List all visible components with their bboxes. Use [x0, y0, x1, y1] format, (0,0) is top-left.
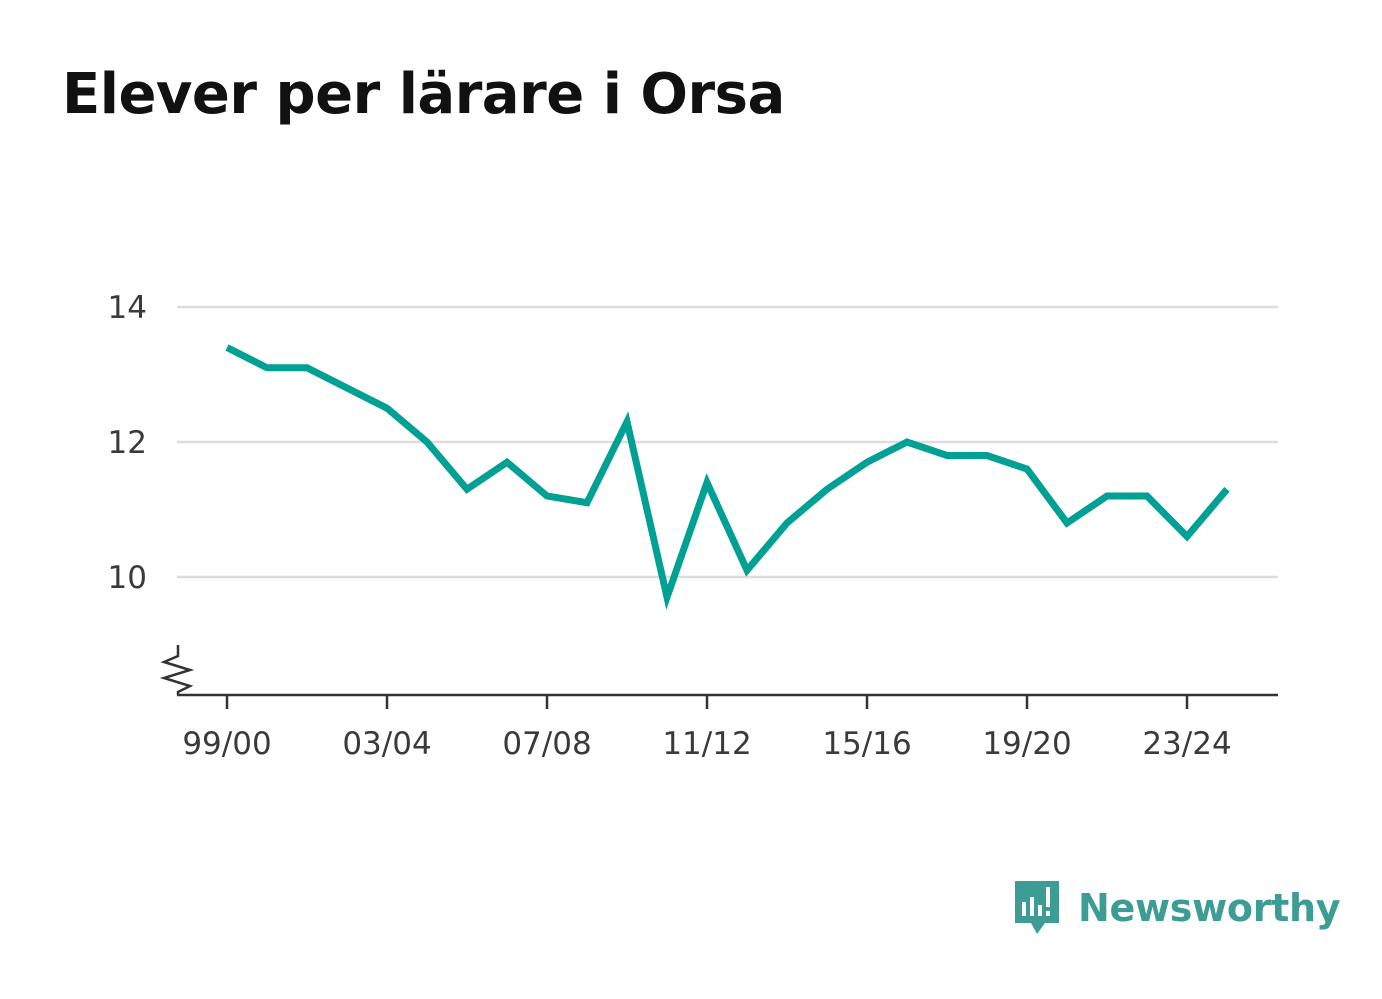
- chart-title: Elever per lärare i Orsa: [62, 62, 785, 127]
- data-point-00/01: [264, 365, 270, 371]
- data-point-21/22: [1104, 493, 1110, 499]
- data-point-23/24: [1184, 534, 1190, 540]
- data-point-20/21: [1064, 520, 1070, 526]
- x-tick-label-23/24: 23/24: [1142, 726, 1231, 762]
- data-point-05/06: [464, 486, 470, 492]
- y-tick-label-14: 14: [108, 290, 147, 326]
- grid-lines: [177, 305, 1278, 579]
- data-point-12/13: [744, 567, 750, 573]
- data-point-22/23: [1144, 493, 1150, 499]
- data-point-08/09: [584, 500, 590, 506]
- y-tick-label-10: 10: [108, 560, 147, 596]
- data-point-06/07: [504, 459, 510, 465]
- data-point-07/08: [544, 493, 550, 499]
- data-point-03/04: [384, 405, 390, 411]
- x-tick-label-11/12: 11/12: [662, 726, 751, 762]
- x-tick-label-15/16: 15/16: [822, 726, 911, 762]
- x-tick-label-19/20: 19/20: [982, 726, 1071, 762]
- series-line: [225, 344, 1230, 610]
- data-point-02/03: [344, 385, 350, 391]
- x-tick-label-03/04: 03/04: [342, 726, 431, 762]
- y-tick-label-12: 12: [108, 425, 147, 461]
- brand-name: Newsworthy: [1078, 886, 1341, 930]
- data-point-16/17: [904, 439, 910, 445]
- x-axis-ticks: 99/00 03/04 07/08 11/12 15/16 19/20 23/24: [182, 695, 1232, 762]
- y-axis-break-icon: [159, 645, 195, 695]
- newsworthy-logo: Newsworthy: [1012, 878, 1341, 938]
- data-point-09/10: [624, 419, 630, 425]
- data-point-19/20: [1024, 466, 1030, 472]
- data-point-17/18: [944, 453, 950, 459]
- data-point-13/14: [784, 520, 790, 526]
- x-tick-label-07/08: 07/08: [502, 726, 591, 762]
- series-layer: [224, 344, 1230, 610]
- data-point-11/12: [704, 480, 710, 486]
- bar-chart-icon: [1015, 881, 1059, 934]
- data-point-99/00: [224, 345, 230, 351]
- data-point-10/11: [664, 594, 670, 600]
- data-point-01/02: [304, 365, 310, 371]
- y-axis-ticks: 10 12 14: [108, 290, 147, 596]
- data-point-04/05: [424, 439, 430, 445]
- data-point-24/25: [1224, 486, 1230, 492]
- data-point-14/15: [824, 486, 830, 492]
- data-point-18/19: [984, 453, 990, 459]
- data-point-15/16: [864, 459, 870, 465]
- x-axis: [159, 645, 1278, 697]
- x-tick-label-99/00: 99/00: [182, 726, 271, 762]
